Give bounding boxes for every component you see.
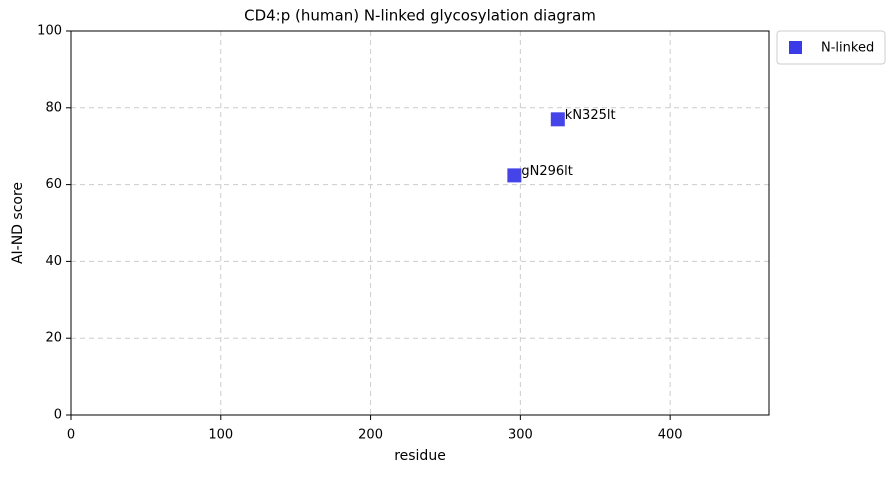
x-tick-label: 400 [658, 428, 683, 443]
legend-marker [789, 41, 802, 54]
y-tick-label: 60 [45, 177, 62, 192]
point [507, 168, 522, 183]
y-tick-label: 40 [45, 254, 62, 269]
y-tick-label: 20 [45, 331, 62, 346]
x-tick-label: 0 [67, 428, 75, 443]
chart-title: CD4:p (human) N-linked glycosylation dia… [244, 7, 596, 25]
y-tick-label: 80 [45, 100, 62, 115]
point [550, 112, 565, 127]
point-label: gN296lt [521, 164, 573, 179]
legend-label: N-linked [821, 41, 874, 56]
x-axis-label: residue [394, 448, 446, 464]
x-tick-label: 100 [208, 428, 233, 443]
legend-box [776, 30, 886, 65]
y-tick-label: 0 [54, 408, 62, 423]
y-axis-label: AI-ND score [10, 182, 26, 264]
x-tick-label: 200 [358, 428, 383, 443]
x-tick-label: 300 [508, 428, 533, 443]
point-label: kN325lt [565, 108, 616, 123]
y-tick-label: 100 [37, 24, 62, 39]
plot-frame [70, 30, 770, 416]
